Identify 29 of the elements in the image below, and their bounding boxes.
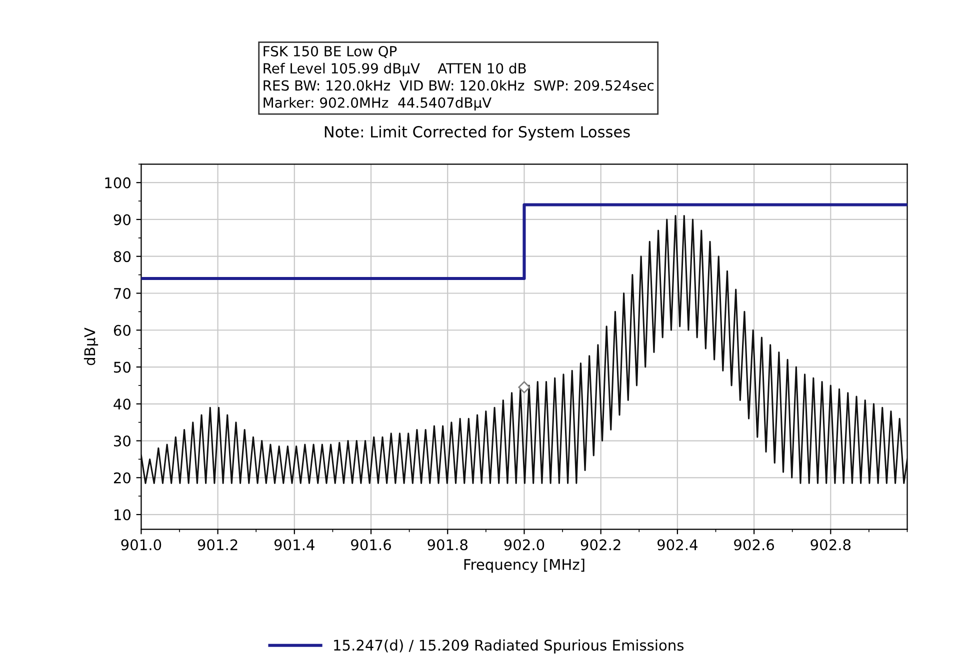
y-tick-label: 80	[114, 251, 130, 262]
y-tick-label: 100	[105, 177, 130, 188]
y-tick-label: 20	[114, 472, 130, 484]
x-tick-label: 902.4	[657, 539, 698, 550]
x-tick-label: 902.2	[580, 539, 620, 550]
text: Marker: 902.0MHz 44.5407dBµV	[264, 97, 492, 111]
x-tick-label: 901.0	[121, 539, 162, 550]
line-series	[141, 215, 908, 484]
x-tick-label: 901.2	[198, 539, 238, 550]
chart-subtitle: Note: Limit Corrected for System Losses	[324, 126, 630, 141]
y-tick-label: 60	[114, 324, 130, 336]
x-tick-label: 901.8	[428, 539, 468, 550]
y-tick-label: 10	[114, 509, 130, 520]
text: FSK 150 BE Low QP	[264, 46, 397, 58]
x-axis-title: Frequency [MHz]	[464, 558, 584, 573]
y-tick-label: 90	[114, 214, 130, 226]
x-tick-label: 901.6	[351, 539, 391, 550]
y-tick-label: 50	[114, 362, 130, 373]
x-tick-label: 902.0	[504, 539, 544, 550]
text: Ref Level 105.99 dBµV ATTEN 10 dB	[264, 62, 526, 76]
y-tick-label: 70	[114, 288, 130, 299]
x-tick-label: 902.6	[734, 539, 774, 550]
text: RES BW: 120.0kHz VID BW: 120.0kHz SWP: 209.524sec	[264, 80, 654, 91]
y-axis-title: dBµV	[84, 328, 98, 366]
legend-label: 15.247(d) / 15.209 Radiated Spurious Emissions	[334, 639, 684, 654]
y-tick-label: 40	[114, 398, 130, 410]
x-tick-label: 901.4	[274, 539, 314, 550]
x-tick-label: 902.8	[810, 539, 851, 550]
y-tick-label: 30	[114, 435, 130, 447]
